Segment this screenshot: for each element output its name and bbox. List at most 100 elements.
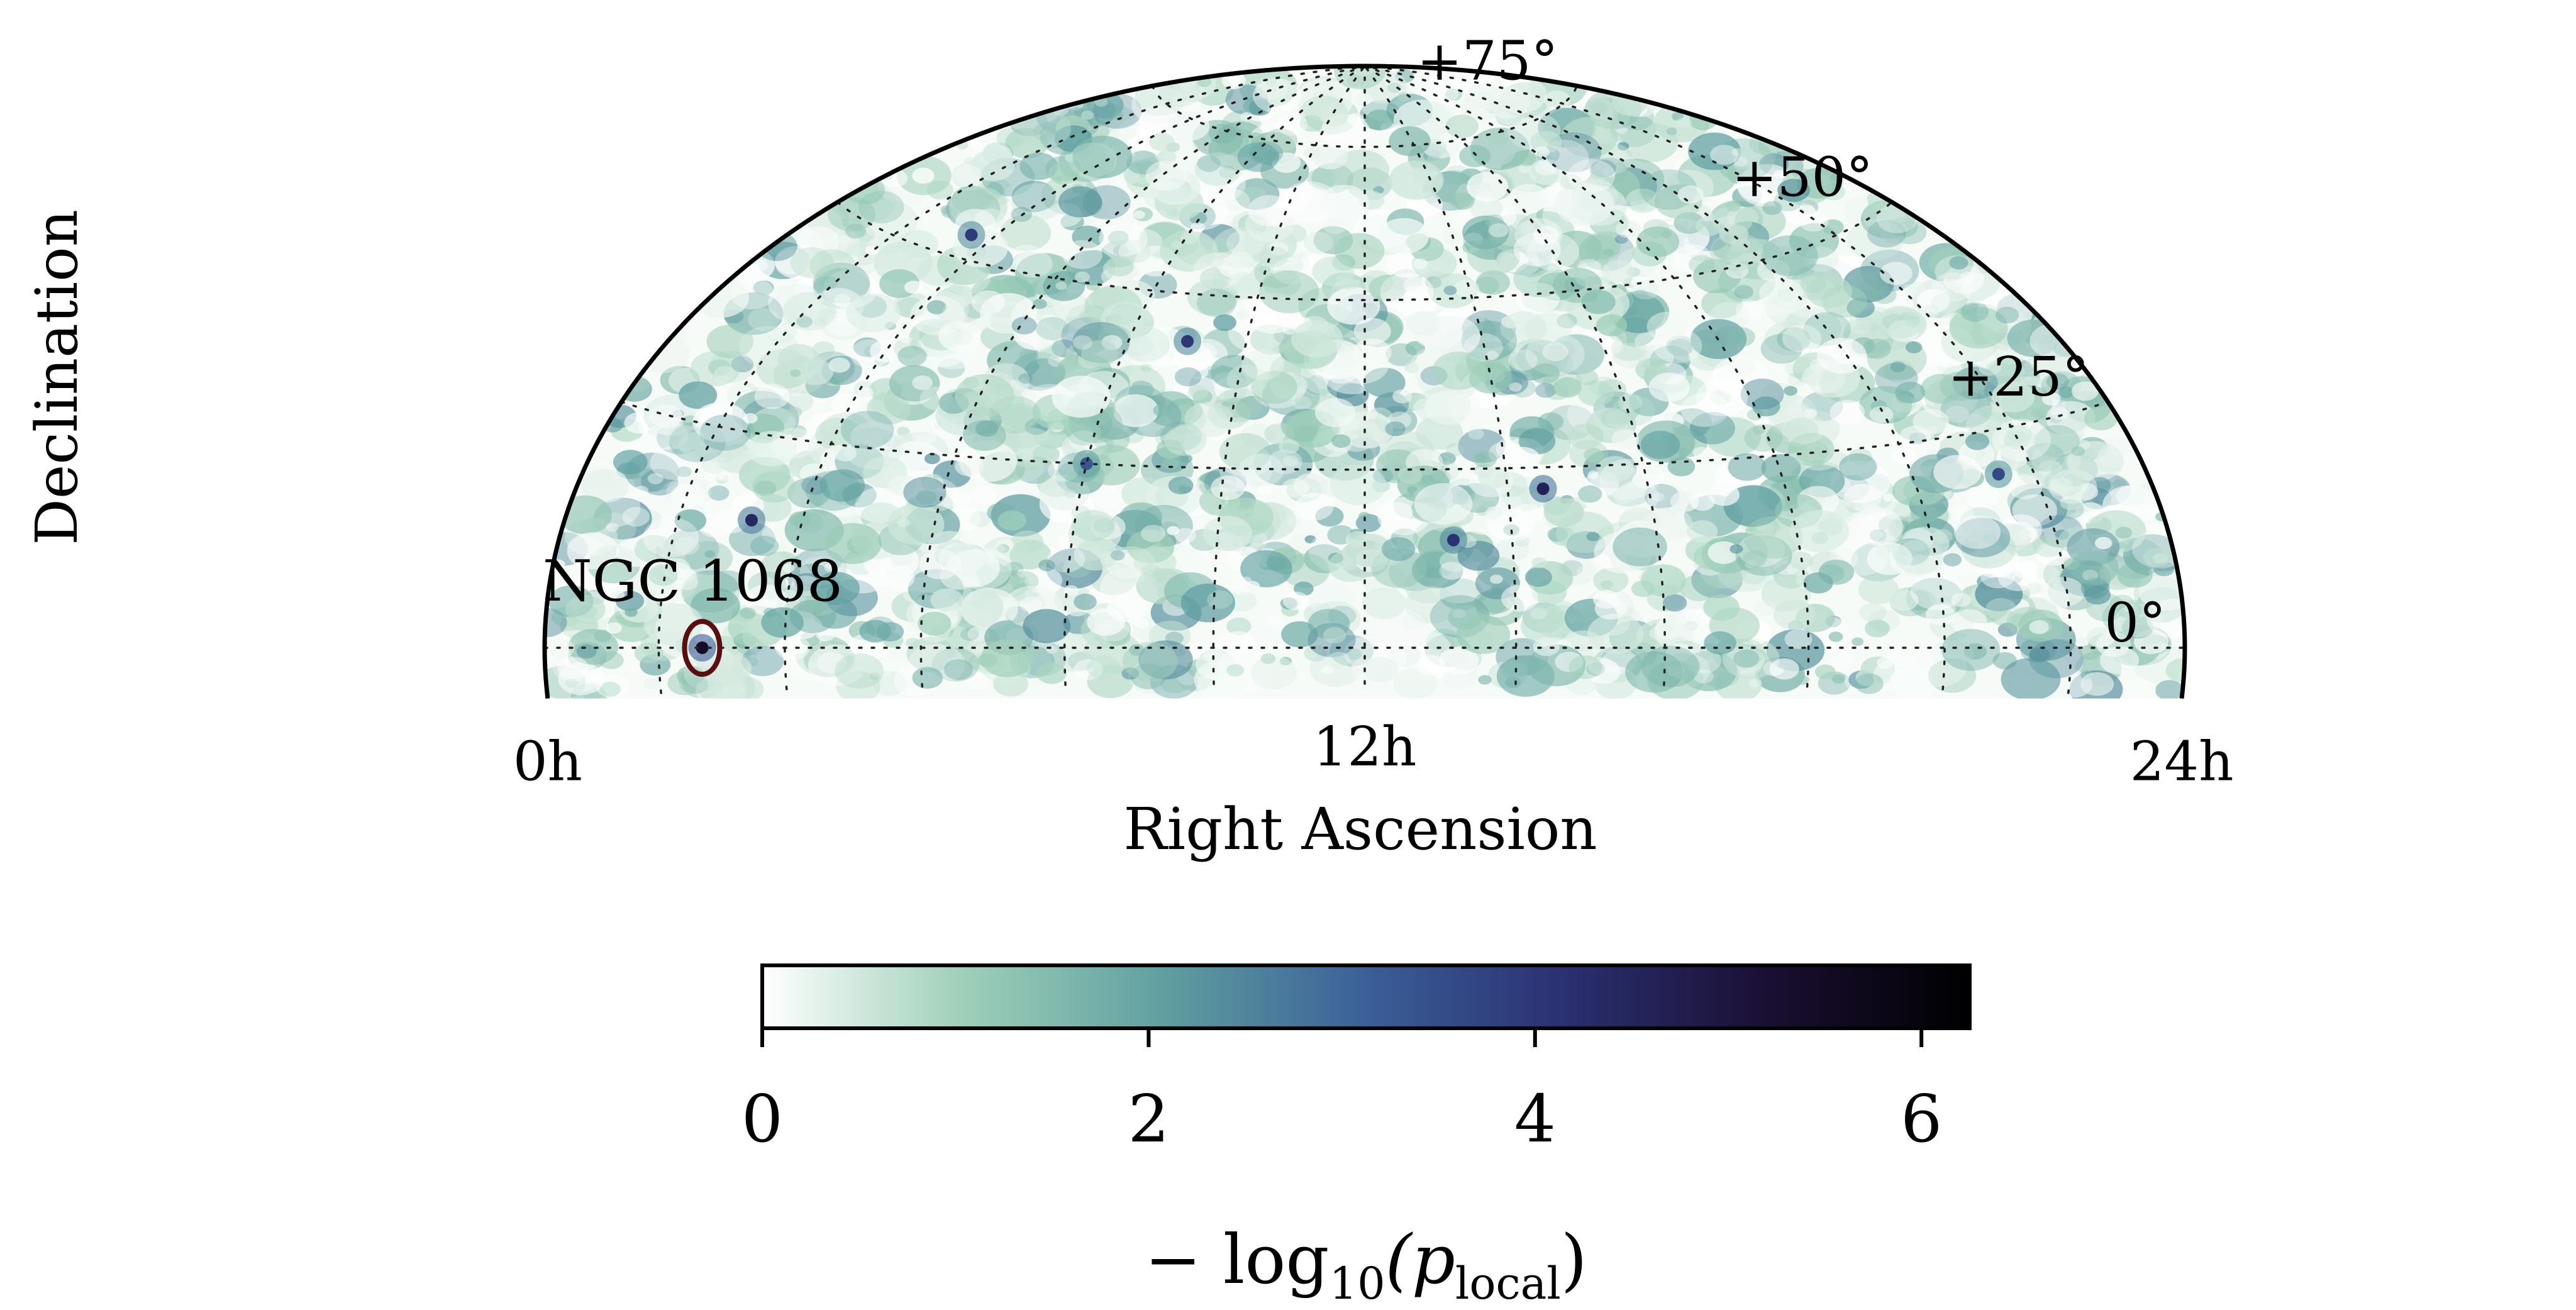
sky-blob	[1014, 250, 1053, 278]
sky-blob	[997, 510, 1026, 531]
sky-blob	[912, 667, 943, 689]
sky-blob	[690, 351, 740, 387]
colorbar-tick-label: 6	[1901, 1080, 1942, 1157]
sky-blob	[899, 230, 938, 258]
sky-blob	[1327, 652, 1351, 669]
sky-blob	[1420, 474, 1434, 485]
sky-blob	[1069, 142, 1118, 178]
sky-blob	[1473, 450, 1497, 468]
sky-blob	[1868, 609, 1900, 632]
sky-blob	[1803, 572, 1833, 594]
sky-blob	[2080, 672, 2114, 696]
sky-blob	[1689, 412, 1735, 445]
sky-blob	[1154, 377, 1170, 389]
sky-blob	[1852, 637, 1864, 646]
sky-blob	[1895, 381, 1926, 404]
sky-blob	[850, 339, 891, 369]
sky-blob	[1196, 289, 1236, 318]
sky-blob	[1162, 457, 1179, 470]
sky-blob	[1314, 398, 1356, 427]
sky-blob	[972, 486, 997, 504]
sky-blob	[1487, 131, 1508, 146]
sky-blob	[1023, 358, 1065, 388]
sky-blob	[1701, 288, 1743, 319]
sky-blob	[1954, 506, 1974, 521]
sky-blob	[1268, 414, 1284, 425]
sky-blob	[787, 406, 802, 418]
sky-blob	[1087, 655, 1121, 680]
sky-blob	[1000, 214, 1052, 252]
sky-blob	[1542, 342, 1568, 362]
sky-blob	[868, 660, 892, 677]
y-tick-label: +50°	[1732, 146, 1874, 209]
sky-blob	[1489, 223, 1509, 238]
sky-blob	[1269, 241, 1288, 256]
sky-blob	[2155, 680, 2184, 699]
sky-blob	[1476, 270, 1510, 295]
colorbar-ticks: 0 2 4 6	[741, 1028, 1942, 1157]
sky-blob	[960, 352, 972, 360]
hotspot	[745, 514, 758, 527]
sky-blob	[1662, 594, 1687, 612]
sky-blob	[950, 653, 969, 667]
sky-blob	[1389, 160, 1444, 200]
sky-blob	[1686, 520, 1718, 543]
sky-blob	[1753, 600, 1776, 616]
sky-blob	[1468, 428, 1484, 440]
sky-blob	[1534, 146, 1550, 158]
sky-blob	[1858, 575, 1899, 604]
sky-blob	[1443, 231, 1460, 245]
sky-blob	[954, 455, 984, 477]
colorbar-tick-label: 4	[1514, 1080, 1556, 1157]
sky-blob	[1704, 631, 1736, 655]
sky-blob	[1943, 553, 1962, 567]
sky-blob	[1011, 530, 1044, 553]
sky-blob	[1432, 352, 1486, 390]
sky-blob	[1217, 252, 1254, 278]
sky-blob	[2099, 646, 2140, 675]
sky-blob	[1236, 309, 1251, 320]
sky-blob	[1839, 453, 1877, 481]
sky-blob	[1074, 593, 1097, 611]
sky-blob	[634, 486, 649, 496]
sky-blob	[1903, 284, 1919, 295]
sky-blob	[1304, 645, 1328, 662]
sky-blob	[1406, 311, 1441, 336]
colorbar-label-close: )	[1561, 1221, 1587, 1299]
sky-blob	[1594, 597, 1626, 620]
sky-blob	[1287, 517, 1301, 528]
sky-blob	[1960, 301, 1989, 322]
sky-blob	[980, 639, 1034, 677]
sky-blob	[872, 670, 908, 696]
sky-blob	[1248, 195, 1292, 226]
sky-blob	[1087, 608, 1125, 636]
sky-blob	[1311, 80, 1344, 104]
sky-blob	[1696, 379, 1748, 416]
sky-blob	[658, 481, 694, 506]
sky-blob	[1949, 256, 1968, 270]
sky-blob	[887, 504, 945, 545]
sky-blob	[1281, 553, 1330, 588]
sky-blob	[1821, 219, 1844, 235]
sky-blob	[1533, 637, 1560, 657]
sky-blob	[1336, 272, 1361, 290]
sky-blob	[643, 678, 661, 691]
sky-blob	[649, 404, 683, 428]
sky-blob	[1913, 408, 1949, 435]
sky-blob	[955, 374, 1014, 417]
sky-blob	[1849, 319, 1872, 335]
sky-blob	[1997, 623, 2018, 637]
sky-blob	[752, 471, 796, 503]
hotspot	[1447, 533, 1460, 547]
sky-blob	[1081, 110, 1094, 120]
sky-blob	[1531, 557, 1547, 569]
sky-blob	[557, 657, 589, 679]
sky-blob	[1878, 306, 1924, 339]
sky-blob	[1733, 649, 1760, 668]
sky-blob	[1996, 306, 2019, 324]
sky-blob	[2070, 550, 2119, 586]
sky-blob	[1584, 448, 1604, 462]
sky-blob	[1253, 443, 1313, 486]
sky-blob	[1905, 341, 1923, 353]
sky-blob	[1862, 338, 1891, 359]
